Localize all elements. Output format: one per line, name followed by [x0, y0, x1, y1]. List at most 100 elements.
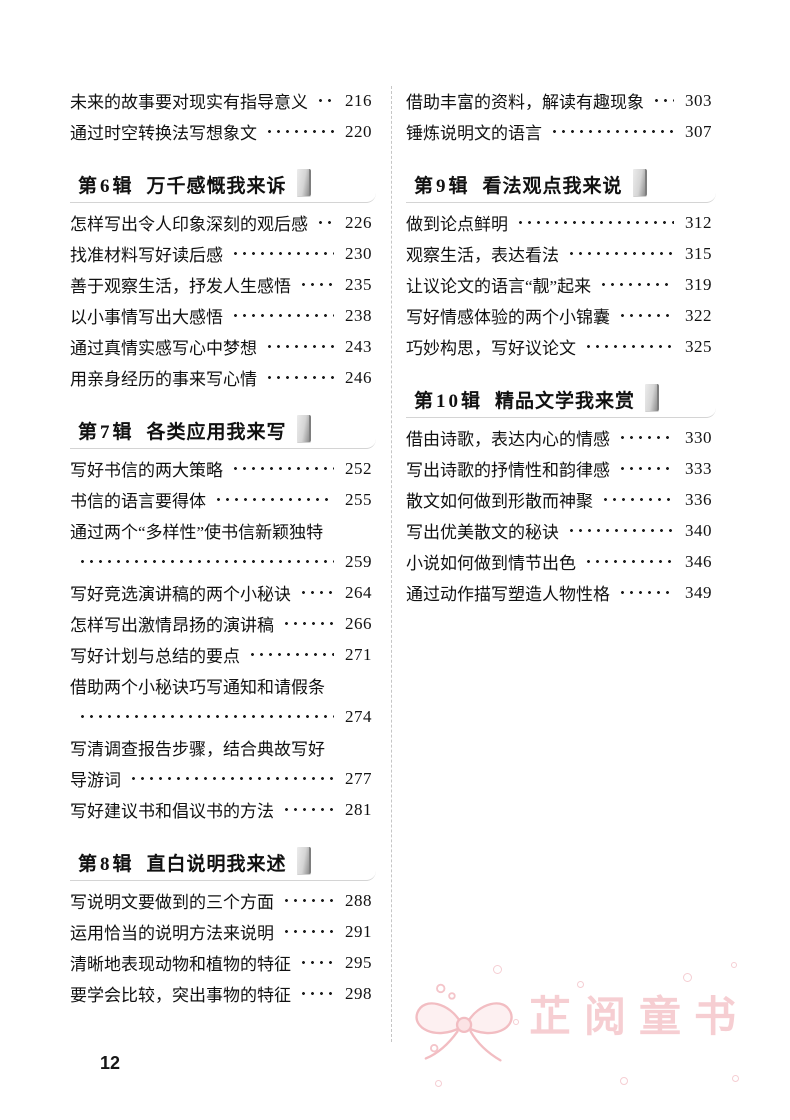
flower-sparkle-icon: [513, 1019, 519, 1025]
toc-entry: 借助两个小秘诀巧写通知和请假条 274: [70, 670, 372, 732]
flower-sparkle-icon: [683, 973, 692, 982]
toc-entry-title: 未来的故事要对现实有指导意义: [70, 93, 308, 112]
section-label: 第10辑: [414, 390, 484, 412]
dot-leader: [265, 331, 334, 362]
toc-entry-title: 小说如何做到情节出色: [406, 554, 576, 573]
section-title: 精品文学我来赏: [495, 390, 636, 412]
toc-entry: 善于观察生活，抒发人生感悟 235: [70, 269, 372, 300]
toc-entry-page: 255: [345, 489, 372, 509]
bow-icon: [415, 983, 513, 1062]
dot-leader: [214, 484, 334, 515]
section-title: 看法观点我来说: [482, 175, 623, 197]
toc-entry-page: 325: [685, 336, 712, 356]
toc-entry: 书信的语言要得体 255: [70, 484, 372, 515]
bookmark-ribbon-icon: [296, 414, 311, 442]
toc-entry-title: 用亲身经历的事来写心情: [70, 370, 257, 389]
toc-entry-page: 243: [345, 336, 372, 356]
toc-entry-title: 怎样写出激情昂扬的演讲稿: [70, 616, 274, 635]
toc-entry-title: 写好建议书和倡议书的方法: [70, 802, 274, 821]
toc-entry: 做到论点鲜明 312: [406, 207, 712, 238]
toc-entry-page: 277: [345, 768, 372, 788]
toc-entry-title: 借助丰富的资料，解读有趣现象: [406, 93, 644, 112]
section-header: 第8辑 直白说明我来述: [70, 845, 376, 881]
toc-entry-page: 340: [685, 520, 712, 540]
section-label: 第8辑: [78, 853, 135, 875]
toc-entry-page: 315: [685, 243, 712, 263]
toc-entry-page: 336: [685, 489, 712, 509]
dot-leader: [316, 207, 334, 238]
flower-sparkle-icon: [435, 1080, 442, 1087]
bookmark-ribbon-icon: [296, 168, 311, 196]
toc-entry-title: 善于观察生活，抒发人生感悟: [70, 277, 291, 296]
toc-entry-title: 写清调查报告步骤，结合典故写好: [70, 740, 325, 759]
toc-entry: 写好情感体验的两个小锦囊 322: [406, 300, 712, 331]
toc-entry-title: 写好情感体验的两个小锦囊: [406, 308, 610, 327]
page-number: 12: [100, 1053, 121, 1073]
toc-entry-page: 216: [345, 90, 372, 110]
watermark-text: 芷阅童书: [529, 995, 750, 1041]
toc-entry-page: 252: [345, 458, 372, 478]
toc-entry-page: 238: [345, 305, 372, 325]
toc-column-left: 未来的故事要对现实有指导意义 216 通过时空转换法写想象文 220 第6辑 万…: [70, 85, 376, 1009]
publisher-watermark: 芷阅童书: [405, 935, 790, 1110]
dot-leader: [599, 269, 674, 300]
toc-entry: 以小事情写出大感悟 238: [70, 300, 372, 331]
toc-entry-title: 写好书信的两大策略: [70, 461, 223, 480]
toc-entry-title: 运用恰当的说明方法来说明: [70, 924, 274, 943]
dot-leader: [282, 916, 334, 947]
toc-entry-page: 319: [685, 274, 712, 294]
toc-entry-page: 220: [345, 121, 372, 141]
toc-entry-title-continued: 导游词: [70, 771, 121, 790]
toc-entry-title: 锤炼说明文的语言: [406, 124, 542, 143]
toc-entry-title: 通过动作描写塑造人物性格: [406, 585, 610, 604]
toc-entry-page: 298: [345, 983, 372, 1003]
toc-entry-title: 写好竞选演讲稿的两个小秘诀: [70, 585, 291, 604]
toc-entry-title: 写好计划与总结的要点: [70, 647, 240, 666]
section-header: 第10辑 精品文学我来赏: [406, 382, 716, 418]
toc-entry: 未来的故事要对现实有指导意义 216: [70, 85, 372, 116]
dot-leader: [299, 577, 334, 608]
dot-leader: [299, 978, 334, 1009]
dot-leader: [282, 885, 334, 916]
toc-entry: 锤炼说明文的语言 307: [406, 116, 712, 147]
toc-entry-page: 346: [685, 551, 712, 571]
toc-entry: 散文如何做到形散而神聚 336: [406, 484, 712, 515]
dot-leader: [567, 515, 674, 546]
dot-leader: [618, 300, 674, 331]
toc-entry: 通过动作描写塑造人物性格 349: [406, 577, 712, 608]
section-label: 第7辑: [78, 421, 135, 443]
toc-entry-page: 259: [345, 551, 372, 571]
toc-entry: 找准材料写好读后感 230: [70, 238, 372, 269]
dot-leader: [78, 701, 334, 732]
toc-entry-page-row: 导游词 277: [70, 763, 372, 794]
toc-entry-title: 写出诗歌的抒情性和韵律感: [406, 461, 610, 480]
toc-entry-title: 书信的语言要得体: [70, 492, 206, 511]
section-header: 第6辑 万千感慨我来诉: [70, 167, 376, 203]
toc-entry-page-row: 259: [70, 546, 372, 577]
toc-entry-page: 322: [685, 305, 712, 325]
toc-entry: 怎样写出激情昂扬的演讲稿 266: [70, 608, 372, 639]
dot-leader: [652, 85, 674, 116]
dot-leader: [299, 269, 334, 300]
toc-entry: 清晰地表现动物和植物的特征 295: [70, 947, 372, 978]
toc-entry-page: 333: [685, 458, 712, 478]
toc-entry: 通过时空转换法写想象文 220: [70, 116, 372, 147]
section-label: 第6辑: [78, 175, 135, 197]
flower-sparkle-icon: [577, 981, 584, 988]
column-divider: [391, 86, 392, 1042]
toc-entry-title: 写出优美散文的秘诀: [406, 523, 559, 542]
toc-entry-page: 295: [345, 952, 372, 972]
toc-entry-page: 274: [345, 706, 372, 726]
toc-column-right: 借助丰富的资料，解读有趣现象 303 锤炼说明文的语言 307 第9辑 看法观点…: [406, 85, 716, 608]
toc-entry: 用亲身经历的事来写心情 246: [70, 362, 372, 393]
toc-entry: 借由诗歌，表达内心的情感 330: [406, 422, 712, 453]
dot-leader: [299, 947, 334, 978]
toc-entry: 写好竞选演讲稿的两个小秘诀 264: [70, 577, 372, 608]
bookmark-ribbon-icon: [645, 383, 660, 411]
flower-sparkle-icon: [493, 965, 502, 974]
dot-leader: [618, 577, 674, 608]
toc-entry: 巧妙构思，写好议论文 325: [406, 331, 712, 362]
toc-entry-title: 散文如何做到形散而神聚: [406, 492, 593, 511]
toc-entry-title: 通过真情实感写心中梦想: [70, 339, 257, 358]
